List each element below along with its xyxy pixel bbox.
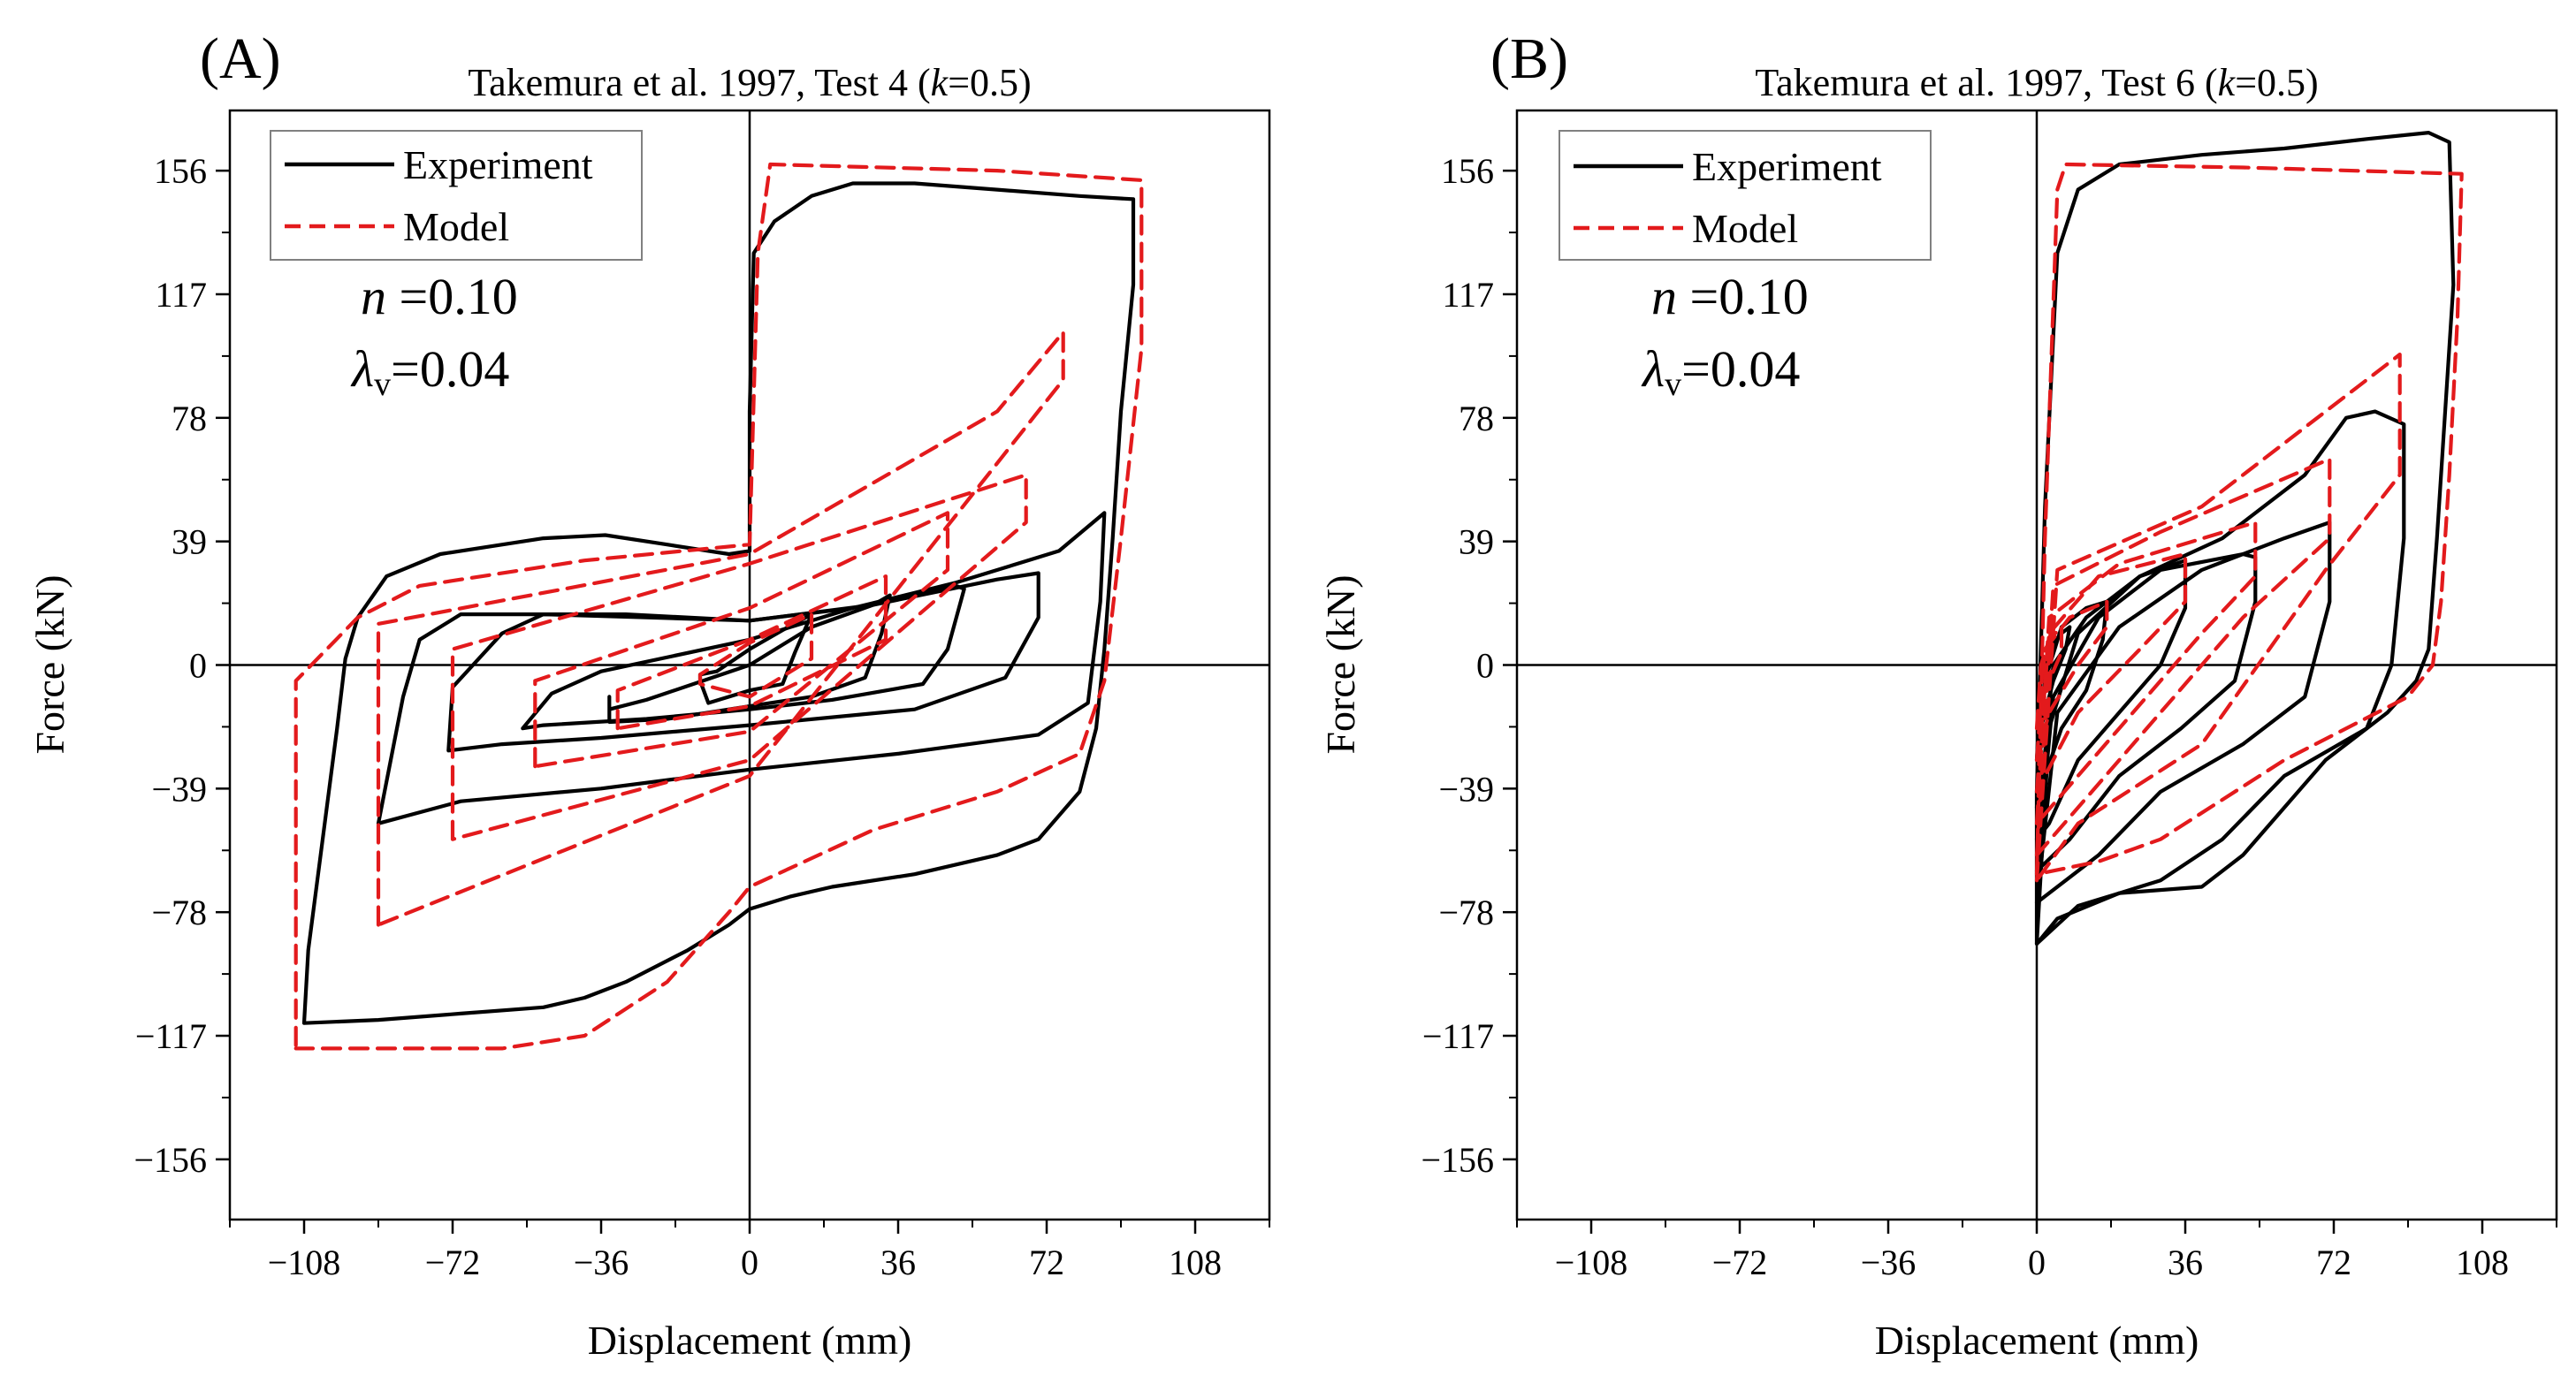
panel-label: (B) [1490,27,1568,91]
y-tick-label: 78 [171,399,207,438]
legend: Experiment Model [270,130,643,261]
legend-label-model: Model [403,204,509,249]
x-tick-label: 72 [1029,1243,1064,1282]
model-loop-5 [2034,457,2332,857]
y-tick-label: −39 [151,769,207,809]
experiment-loop-1 [697,612,814,705]
experiment-loop-4 [2034,551,2258,873]
panel-label: (A) [200,27,281,91]
param-lambda: λv=0.04 [1641,340,1800,403]
param-n: n =0.10 [1651,268,1809,325]
experiment-loop-6 [301,181,1136,1025]
x-tick-label: −72 [425,1243,481,1282]
legend-label-model: Model [1692,206,1798,251]
x-tick-label: 108 [2456,1243,2509,1282]
y-tick-label: −117 [1422,1016,1494,1056]
legend: Experiment Model [1559,130,1932,261]
series-group [293,162,1144,1051]
y-tick-label: −78 [1438,893,1494,932]
y-axis-title: Force (kN) [27,574,72,754]
x-tick-label: 36 [2168,1243,2203,1282]
y-tick-label: 117 [155,275,207,315]
model-loop-6 [2034,353,2402,883]
model-loop-4 [2034,521,2258,825]
model-loop-3 [2034,551,2188,794]
x-tick-label: 36 [880,1243,916,1282]
y-tick-label: 0 [1476,646,1494,686]
model-loop-2 [615,574,888,731]
y-tick-label: 117 [1442,275,1494,315]
legend-box [270,130,643,261]
y-tick-label: −39 [1438,769,1494,809]
y-tick-label: 78 [1459,399,1494,438]
x-tick-label: 108 [1169,1243,1222,1282]
experiment-loop-7 [2034,131,2456,946]
y-tick-label: 0 [189,646,207,686]
plot-area: −108 −72 −36 0 36 72 108 −156 −117 −78 −39 0 39 78 117… [1421,109,2558,1282]
model-loop-1 [697,612,814,699]
experiment-loop-3 [521,583,966,731]
legend-box [1559,130,1932,261]
y-axis-title: Force (kN) [1318,574,1363,754]
y-tick-label: −156 [133,1140,207,1180]
y-tick-label: 156 [1441,151,1494,191]
plot-area: −108 −72 −36 0 36 72 108 −156 −117 −78 −39 0 39 78 117… [133,109,1271,1282]
y-tick-label: −156 [1421,1140,1494,1180]
x-tick-label: −108 [1555,1243,1628,1282]
model-loop-3 [533,511,950,769]
model-loop-5 [376,330,1065,927]
x-axis-title: Displacement (mm) [588,1318,912,1363]
experiment-loop-6 [2034,409,2406,946]
model-loop-6 [293,162,1144,1051]
plot-title: Takemura et al. 1997, Test 6 (k=0.5) [1755,61,2318,104]
y-tick-label: −117 [135,1016,207,1056]
x-tick-label: −108 [268,1243,341,1282]
y-tick-label: 156 [154,151,207,191]
x-tick-label: −36 [1861,1243,1917,1282]
experiment-loop-5 [376,511,1107,825]
legend-label-experiment: Experiment [1692,144,1882,189]
experiment-loop-3 [2034,559,2188,841]
x-axis-title: Displacement (mm) [1875,1318,2199,1363]
param-lambda: λv=0.04 [350,340,509,403]
experiment-loop-4 [446,571,1040,753]
model-loop-4 [450,473,1028,841]
param-n: n =0.10 [361,268,518,325]
x-tick-label: −36 [574,1243,629,1282]
model-loop-7 [2034,162,2464,877]
legend-label-experiment: Experiment [403,142,593,187]
x-tick-label: −72 [1712,1243,1768,1282]
series-group [2034,131,2464,946]
panel-a: (A) Takemura et al. 1997, Test 4 (k=0.5)… [27,27,1271,1363]
y-tick-label: 39 [1459,522,1494,562]
y-tick-label: −78 [151,893,207,932]
panel-b: (B) Takemura et al. 1997, Test 6 (k=0.5)… [1318,27,2558,1363]
y-tick-label: 39 [171,522,207,562]
x-tick-label: 0 [741,1243,758,1282]
x-tick-label: 0 [2028,1243,2046,1282]
experiment-loop-5 [2034,521,2332,905]
x-tick-label: 72 [2316,1243,2351,1282]
plot-title: Takemura et al. 1997, Test 4 (k=0.5) [468,61,1031,104]
